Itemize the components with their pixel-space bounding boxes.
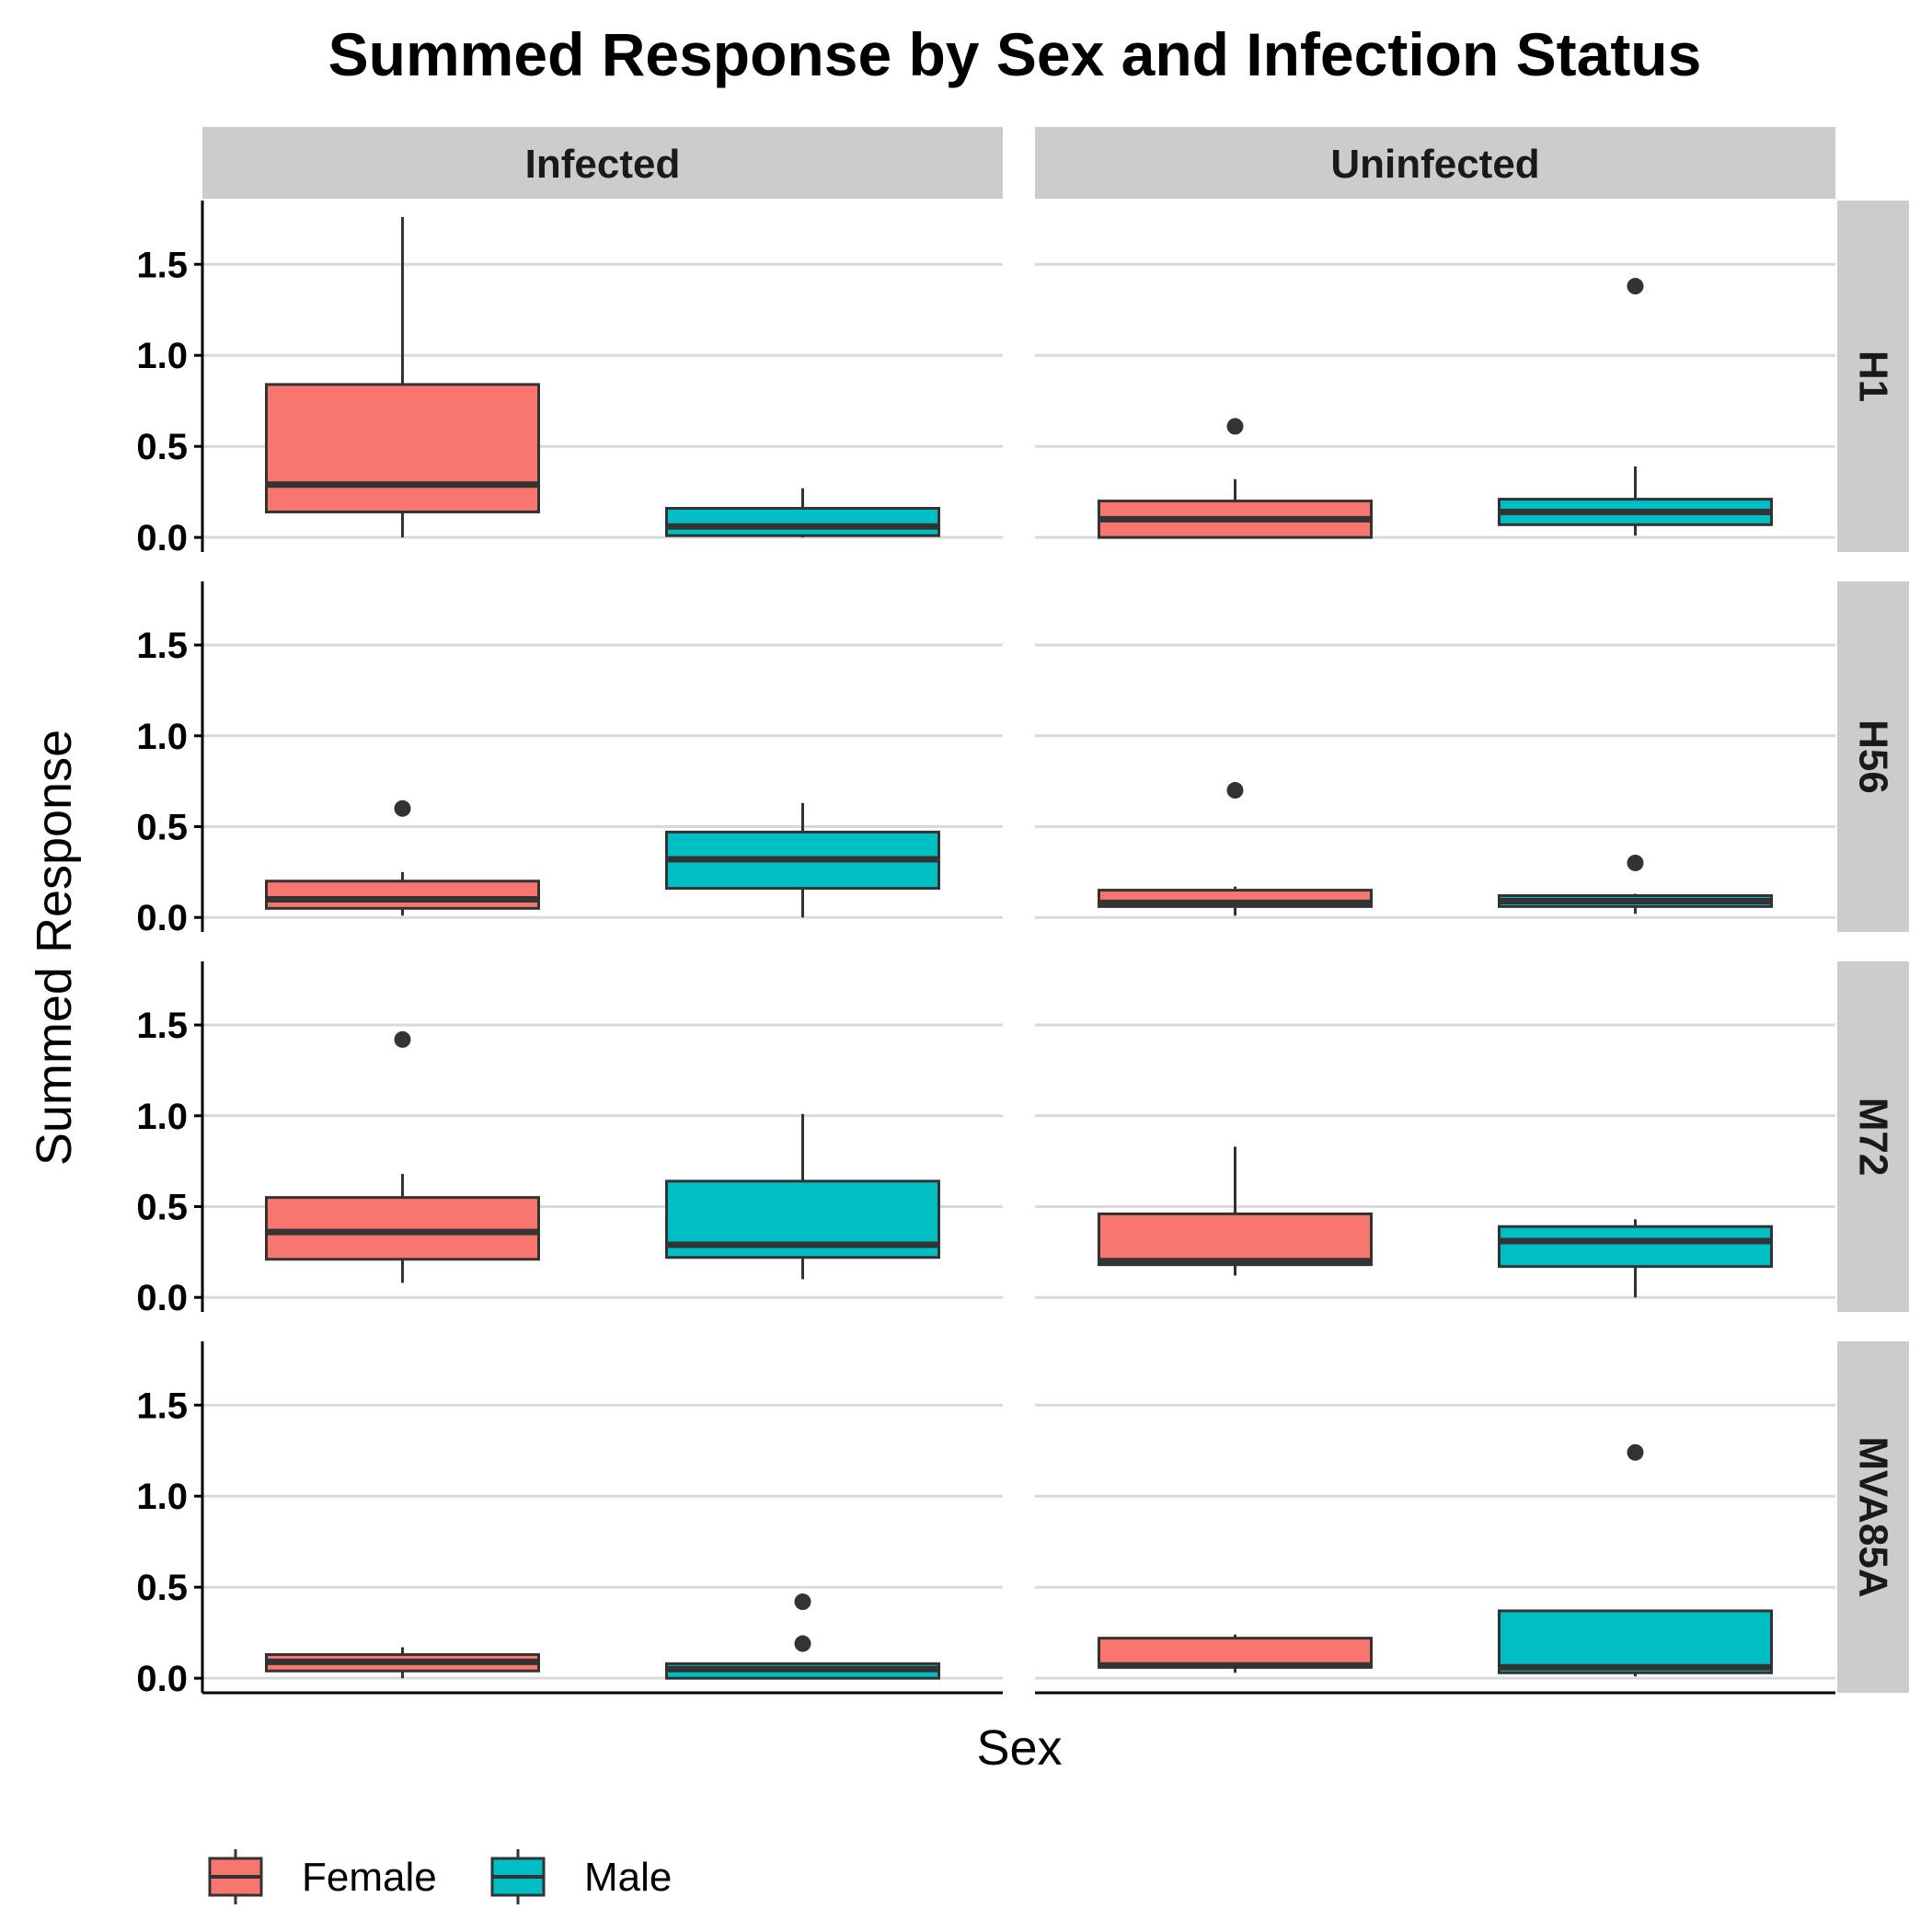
box-female <box>265 1030 540 1283</box>
iqr-box <box>1498 1609 1773 1674</box>
facet-panels: Infected Uninfected H1 H56 M72 MVA85A 0.0 0.5 1.… <box>136 127 1909 1699</box>
strip-row-mva85a <box>1837 1341 1909 1693</box>
strip-col-uninfected <box>1035 127 1835 199</box>
y-tick-label: 0.5 <box>136 1568 188 1608</box>
box-male <box>665 488 940 538</box>
box-male <box>665 1113 940 1280</box>
legend-item-male: Male <box>490 1849 672 1904</box>
strip-row-h56 <box>1837 581 1909 932</box>
iqr-box <box>1098 1212 1373 1267</box>
y-tick-label: 1.5 <box>136 1006 188 1046</box>
strip-row-label-h56: H56 <box>1851 719 1896 794</box>
y-tick-label: 0.5 <box>136 808 188 848</box>
box-male <box>665 802 940 918</box>
y-tick-label: 1.0 <box>136 336 188 376</box>
iqr-box <box>265 1196 540 1261</box>
box-female <box>265 799 540 916</box>
panel-h1-uninfected <box>1035 262 1835 539</box>
box-female <box>1098 1146 1373 1276</box>
box-male <box>1498 1219 1773 1298</box>
iqr-box <box>265 383 540 513</box>
outlier-point <box>1226 418 1244 435</box>
y-tick-label: 0.0 <box>136 518 188 558</box>
panel-h1-infected: 0.0 0.5 1.0 1.5 <box>136 201 1003 558</box>
panel-h56-uninfected <box>1035 643 1835 919</box>
legend-label: Male <box>584 1855 672 1900</box>
iqr-box <box>1498 1225 1773 1269</box>
chart-title: Summed Response by Sex and Infection Sta… <box>328 20 1702 88</box>
strip-col-label-uninfected: Uninfected <box>1330 142 1539 187</box>
y-tick-label: 1.0 <box>136 1097 188 1137</box>
box-male <box>1498 854 1773 914</box>
outlier-point <box>1627 1443 1644 1461</box>
panel-h56-infected: 0.0 0.5 1.0 1.5 <box>136 581 1003 938</box>
outlier-point <box>794 1635 811 1652</box>
y-tick-label: 0.5 <box>136 427 188 467</box>
strip-row-h1 <box>1837 201 1909 552</box>
strip-row-label-m72: M72 <box>1851 1098 1896 1177</box>
y-tick-label: 1.0 <box>136 717 188 757</box>
legend: Female Male <box>208 1849 672 1904</box>
y-tick-label: 1.0 <box>136 1477 188 1517</box>
outlier-point <box>394 799 411 817</box>
box-female <box>1098 782 1373 916</box>
box-male <box>1498 1443 1773 1677</box>
y-tick-label: 0.0 <box>136 1659 188 1699</box>
x-axis-title: Sex <box>976 1720 1062 1776</box>
strip-col-infected <box>202 127 1003 199</box>
y-tick-label: 1.5 <box>136 626 188 666</box>
panel-m72-infected: 0.0 0.5 1.0 1.5 <box>136 961 1003 1318</box>
legend-label: Female <box>302 1855 437 1900</box>
box-male <box>1498 278 1773 536</box>
outlier-point <box>394 1030 411 1048</box>
box-female <box>265 216 540 538</box>
box-female <box>1098 1634 1373 1673</box>
box-female <box>265 1647 540 1679</box>
panel-mva85a-uninfected <box>1035 1403 1835 1695</box>
y-tick-label: 1.5 <box>136 1386 188 1426</box>
outlier-point <box>794 1593 811 1611</box>
box-female <box>1098 418 1373 539</box>
outlier-point <box>1627 278 1644 295</box>
y-tick-label: 0.5 <box>136 1188 188 1228</box>
panel-mva85a-infected: 0.0 0.5 1.0 1.5 <box>136 1341 1003 1699</box>
strip-col-label-infected: Infected <box>525 142 681 187</box>
box-male <box>665 1593 940 1680</box>
outlier-point <box>1627 854 1644 871</box>
y-tick-label: 1.5 <box>136 245 188 285</box>
iqr-box <box>665 506 940 537</box>
panel-m72-uninfected <box>1035 1023 1835 1299</box>
legend-item-female: Female <box>208 1849 437 1904</box>
outlier-point <box>1226 782 1244 799</box>
y-tick-label: 0.0 <box>136 1278 188 1318</box>
y-tick-label: 0.0 <box>136 898 188 938</box>
y-axis-title: Summed Response <box>27 730 82 1166</box>
strip-row-label-mva85a: MVA85A <box>1851 1436 1896 1597</box>
strip-row-m72 <box>1837 961 1909 1312</box>
iqr-box <box>265 880 540 910</box>
strip-row-label-h1: H1 <box>1851 351 1896 402</box>
